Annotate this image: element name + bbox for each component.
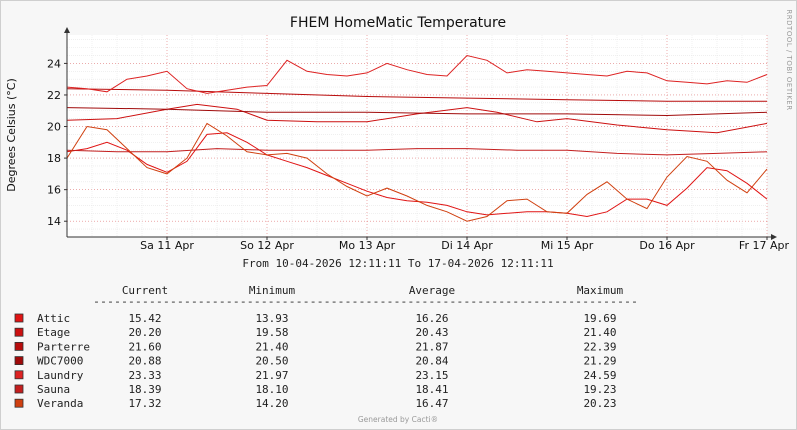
legend-name: Sauna — [37, 383, 70, 396]
legend-swatch — [14, 398, 24, 408]
y-axis-label: Degrees Celsius (°C) — [5, 78, 18, 192]
legend-name: Etage — [37, 326, 70, 339]
y-axis-arrow — [64, 27, 70, 33]
legend-average-value: 18.41 — [415, 383, 448, 396]
chart-title: FHEM HomeMatic Temperature — [290, 15, 506, 31]
legend-average-value: 16.47 — [415, 397, 448, 410]
legend-name: WDC7000 — [37, 355, 83, 368]
y-tick-label: 24 — [47, 57, 61, 70]
series-line-sauna — [66, 148, 768, 156]
legend-current-value: 20.88 — [128, 355, 161, 368]
legend-swatch — [14, 327, 24, 337]
legend-average-value: 20.84 — [415, 355, 448, 368]
x-tick-label: Sa 11 Apr — [140, 239, 194, 252]
legend-maximum-value: 19.69 — [583, 312, 616, 325]
legend-current-value: 18.39 — [128, 383, 161, 396]
legend-current-value: 20.20 — [128, 326, 161, 339]
y-tick-label: 14 — [47, 215, 61, 228]
grid — [66, 35, 768, 238]
legend-current-value: 17.32 — [128, 397, 161, 410]
legend-current-value: 21.60 — [128, 340, 161, 353]
legend-swatch — [14, 384, 24, 394]
series-line-parterre — [66, 88, 767, 102]
x-axis-arrow — [771, 234, 777, 240]
y-tick-label: 22 — [47, 89, 61, 102]
legend-name: Parterre — [37, 340, 90, 353]
legend-minimum-value: 14.20 — [255, 397, 288, 410]
footer-text: Generated by Cacti® — [358, 415, 438, 424]
legend-name: Veranda — [37, 397, 83, 410]
x-ticks: Sa 11 Apr So 12 Apr Mo 13 Apr Di 14 Apr Mi 1… — [140, 237, 789, 252]
series-lines — [66, 54, 768, 222]
legend-minimum-value: 13.93 — [255, 312, 288, 325]
legend-average-value: 20.43 — [415, 326, 448, 339]
legend-maximum-value: 21.29 — [583, 355, 616, 368]
legend-minimum-value: 19.58 — [255, 326, 288, 339]
series-line-veranda — [66, 122, 768, 222]
y-ticks: 14 16 18 20 22 24 — [47, 57, 67, 228]
series-line-laundry — [66, 54, 768, 94]
legend-average-value: 16.26 — [415, 312, 448, 325]
legend-maximum-value: 22.39 — [583, 340, 616, 353]
legend-current-value: 15.42 — [128, 312, 161, 325]
x-tick-label: So 12 Apr — [240, 239, 294, 252]
y-tick-label: 18 — [47, 152, 61, 165]
legend-header-average: Average — [409, 284, 455, 297]
legend-header-minimum: Minimum — [249, 284, 296, 297]
series-line-attic — [66, 132, 768, 218]
x-tick-label: Di 14 Apr — [441, 239, 493, 252]
legend-minimum-value: 18.10 — [255, 383, 288, 396]
legend-header-current: Current — [122, 284, 168, 297]
legend-separator: ----------------------------------------… — [93, 295, 638, 308]
legend-name: Attic — [37, 312, 70, 325]
y-tick-label: 20 — [47, 121, 61, 134]
x-tick-label: Mo 13 Apr — [339, 239, 396, 252]
legend-swatch — [14, 370, 24, 380]
legend-average-value: 21.87 — [415, 340, 448, 353]
legend-name: Laundry — [37, 369, 84, 382]
legend-maximum-value: 20.23 — [583, 397, 616, 410]
legend-minimum-value: 21.40 — [255, 340, 288, 353]
series-line-etage — [66, 103, 768, 134]
legend-table: Current Minimum Average Maximum------------… — [14, 284, 638, 410]
legend-average-value: 23.15 — [415, 369, 448, 382]
rrdtool-side-text: RRDTOOL / TOBI OETIKER — [785, 9, 793, 110]
x-tick-label: Mi 15 Apr — [541, 239, 594, 252]
legend-current-value: 23.33 — [128, 369, 161, 382]
date-range-text: From 10-04-2026 12:11:11 To 17-04-2026 1… — [242, 257, 553, 270]
y-tick-label: 16 — [47, 184, 61, 197]
x-tick-label: Do 16 Apr — [639, 239, 695, 252]
legend-maximum-value: 24.59 — [583, 369, 616, 382]
legend-maximum-value: 19.23 — [583, 383, 616, 396]
legend-swatch — [14, 341, 24, 351]
legend-swatch — [14, 313, 24, 323]
legend-maximum-value: 21.40 — [583, 326, 616, 339]
x-tick-label: Fr 17 Apr — [739, 239, 790, 252]
legend-minimum-value: 20.50 — [255, 355, 288, 368]
legend-header-maximum: Maximum — [577, 284, 624, 297]
legend-minimum-value: 21.97 — [255, 369, 288, 382]
legend-swatch — [14, 356, 24, 366]
series-line-wdc7000 — [66, 107, 768, 117]
